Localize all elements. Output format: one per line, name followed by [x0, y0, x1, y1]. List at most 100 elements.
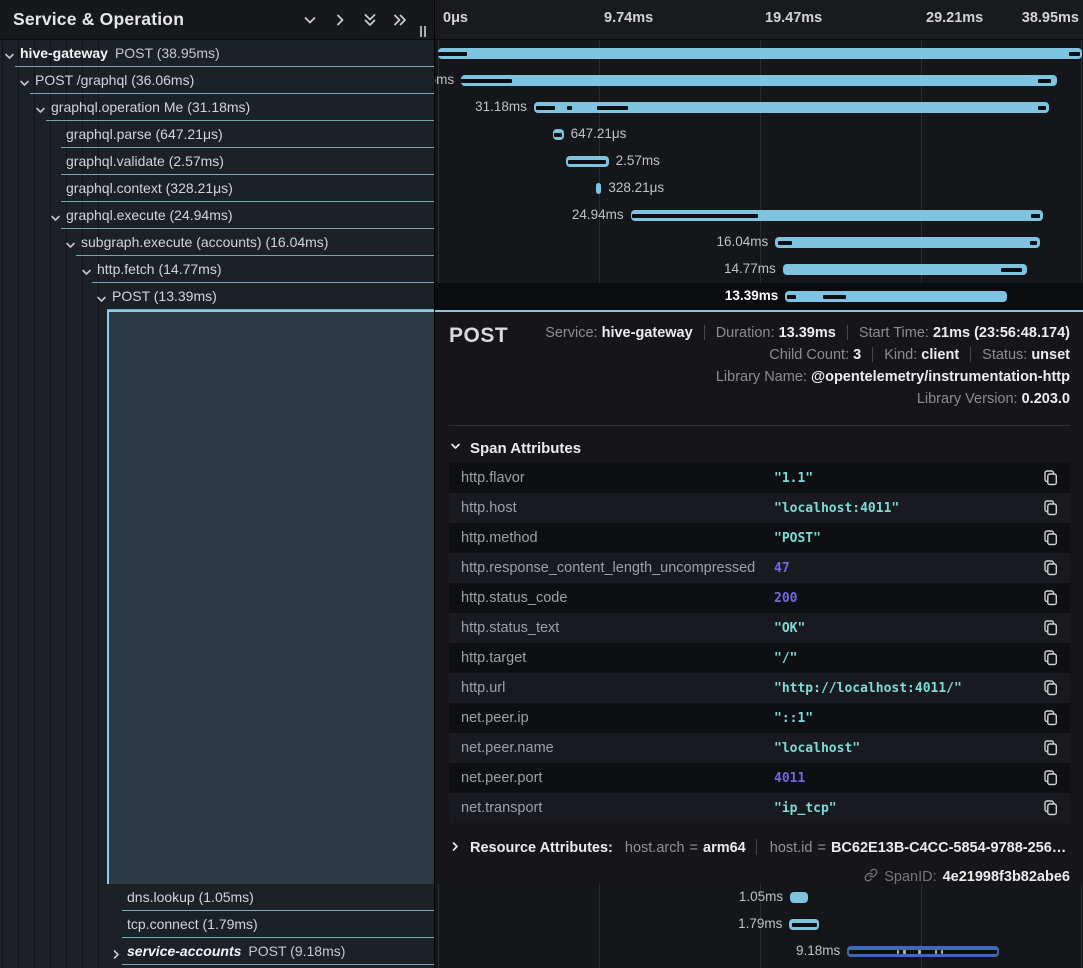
child-span-overlay [1038, 79, 1051, 83]
resource-equals: = [690, 840, 698, 856]
attribute-key: http.flavor [461, 470, 525, 486]
tree-span-row[interactable]: subgraph.execute (accounts) (16.04ms) [0, 229, 434, 256]
attribute-value: "POST" [774, 531, 821, 546]
span-duration-bar[interactable] [461, 75, 1057, 86]
timeline-region: 38.95ms 36.06ms 31.18ms 647.21μs2.57ms328.2… [434, 0, 1083, 968]
tree-span-row[interactable]: dns.lookup (1.05ms) [0, 884, 434, 911]
operation-name: POST (9.18ms) [248, 943, 345, 959]
copy-icon[interactable] [1042, 739, 1058, 761]
expand-one-icon[interactable] [332, 12, 348, 28]
span-attributes-toggle[interactable]: Span Attributes [450, 439, 581, 457]
tree-span-row[interactable]: POST (13.39ms) [0, 283, 434, 310]
collapse-all-icon[interactable] [362, 12, 378, 28]
tree-span-row[interactable]: http.fetch (14.77ms) [0, 256, 434, 283]
copy-icon[interactable] [1042, 559, 1058, 581]
span-duration-bar[interactable] [534, 102, 1050, 113]
span-duration-bar[interactable] [790, 892, 807, 903]
span-label: graphql.execute (24.94ms) [66, 207, 233, 223]
collapse-span-chevron-icon[interactable] [4, 49, 15, 67]
span-detail-panel: POST Service: hive-gatewayDuration: 13.3… [435, 310, 1083, 884]
resource-attributes-row[interactable]: Resource Attributes: host.arch=arm64host… [450, 839, 1066, 856]
copy-icon[interactable] [1042, 499, 1058, 521]
span-duration-bar[interactable] [783, 264, 1027, 275]
span-duration-bar[interactable] [596, 183, 601, 194]
span-duration-bar[interactable] [775, 237, 1040, 248]
expand-all-icon[interactable] [392, 12, 408, 28]
copy-icon[interactable] [1042, 769, 1058, 791]
span-duration-bar[interactable] [631, 210, 1043, 221]
span-id-value: 4e21998f3b82abe6 [943, 869, 1070, 885]
child-span-marker [941, 950, 944, 954]
panel-splitter-handle[interactable] [418, 24, 430, 36]
span-meta: Service: hive-gatewayDuration: 13.39msSt… [545, 322, 1070, 410]
span-duration-bar[interactable] [553, 129, 564, 140]
tree-span-row[interactable]: graphql.parse (647.21μs) [0, 121, 434, 148]
tree-span-row[interactable]: tcp.connect (1.79ms) [0, 911, 434, 938]
timeline-span-row[interactable]: 1.05ms [435, 884, 1083, 911]
attribute-value: "http://localhost:4011/" [774, 681, 962, 696]
tree-span-row[interactable]: hive-gateway POST (38.95ms) [0, 40, 434, 67]
tree-span-row[interactable]: graphql.execute (24.94ms) [0, 202, 434, 229]
attribute-row: net.peer.port4011 [449, 763, 1070, 793]
timeline-span-row[interactable]: 16.04ms [435, 229, 1083, 256]
timeline-span-row[interactable]: 31.18ms [435, 94, 1083, 121]
span-id-label: SpanID: [884, 869, 936, 885]
span-meta-line: Child Count: 3Kind: clientStatus: unset [545, 344, 1070, 366]
tree-span-row[interactable]: graphql.operation Me (31.18ms) [0, 94, 434, 121]
collapse-span-chevron-icon[interactable] [65, 238, 76, 256]
timeline-span-row[interactable]: 13.39ms [435, 283, 1083, 310]
timeline-span-row[interactable]: 2.57ms [435, 148, 1083, 175]
collapse-span-chevron-icon[interactable] [50, 211, 61, 229]
service-name: hive-gateway [20, 45, 108, 61]
meta-value: 21ms (23:56:48.174) [933, 325, 1070, 341]
collapse-span-chevron-icon[interactable] [35, 103, 46, 121]
timeline-span-row[interactable]: 38.95ms [435, 40, 1083, 67]
span-duration-bar[interactable] [847, 946, 999, 957]
copy-icon[interactable] [1042, 529, 1058, 551]
service-operation-panel: hive-gateway POST (38.95ms) POST /graphql … [0, 0, 434, 968]
copy-icon[interactable] [1042, 469, 1058, 491]
timeline-span-row[interactable]: 1.79ms [435, 911, 1083, 938]
tree-span-row[interactable]: graphql.validate (2.57ms) [0, 148, 434, 175]
child-span-overlay [1031, 214, 1040, 218]
timeline-span-row[interactable]: 328.21μs [435, 175, 1083, 202]
timeline-span-row[interactable]: 9.18ms [435, 938, 1083, 965]
span-duration-label: 31.18ms [475, 99, 527, 114]
resource-key: host.arch [625, 840, 685, 856]
copy-icon[interactable] [1042, 589, 1058, 611]
tree-span-row[interactable]: service-accountsPOST (9.18ms) [0, 938, 434, 965]
meta-divider [704, 325, 705, 340]
copy-icon[interactable] [1042, 649, 1058, 671]
copy-icon[interactable] [1042, 709, 1058, 731]
operation-name: POST (38.95ms) [115, 45, 220, 61]
copy-icon[interactable] [1042, 619, 1058, 641]
expand-span-chevron-icon[interactable] [111, 947, 122, 965]
link-icon[interactable] [864, 868, 878, 886]
axis-tick-label: 9.74ms [604, 10, 653, 26]
attribute-value: "/" [774, 651, 797, 666]
span-duration-bar[interactable] [785, 291, 1006, 302]
meta-label: Library Name: [716, 369, 811, 385]
timeline-span-row[interactable]: 24.94ms [435, 202, 1083, 229]
timeline-span-row[interactable]: 14.77ms [435, 256, 1083, 283]
span-label: graphql.parse (647.21μs) [66, 126, 223, 142]
span-duration-bar[interactable] [789, 919, 819, 930]
copy-icon[interactable] [1042, 799, 1058, 821]
tree-span-row[interactable]: POST /graphql (36.06ms) [0, 67, 434, 94]
span-duration-bar[interactable] [566, 156, 608, 167]
timeline-span-row[interactable]: 36.06ms [435, 67, 1083, 94]
timeline-span-row[interactable]: 647.21μs [435, 121, 1083, 148]
collapse-span-chevron-icon[interactable] [81, 265, 92, 283]
span-duration-label: 36.06ms [435, 72, 454, 87]
span-duration-bar[interactable] [438, 48, 1082, 59]
tree-span-row[interactable]: graphql.context (328.21μs) [0, 175, 434, 202]
child-span-marker [903, 950, 906, 954]
attribute-value: "1.1" [774, 471, 813, 486]
collapse-span-chevron-icon[interactable] [19, 76, 30, 94]
span-label: service-accountsPOST (9.18ms) [127, 943, 345, 959]
span-label: hive-gateway POST (38.95ms) [20, 45, 220, 61]
collapse-span-chevron-icon[interactable] [96, 292, 107, 310]
collapse-one-icon[interactable] [302, 12, 318, 28]
copy-icon[interactable] [1042, 679, 1058, 701]
child-span-overlay [554, 133, 562, 137]
